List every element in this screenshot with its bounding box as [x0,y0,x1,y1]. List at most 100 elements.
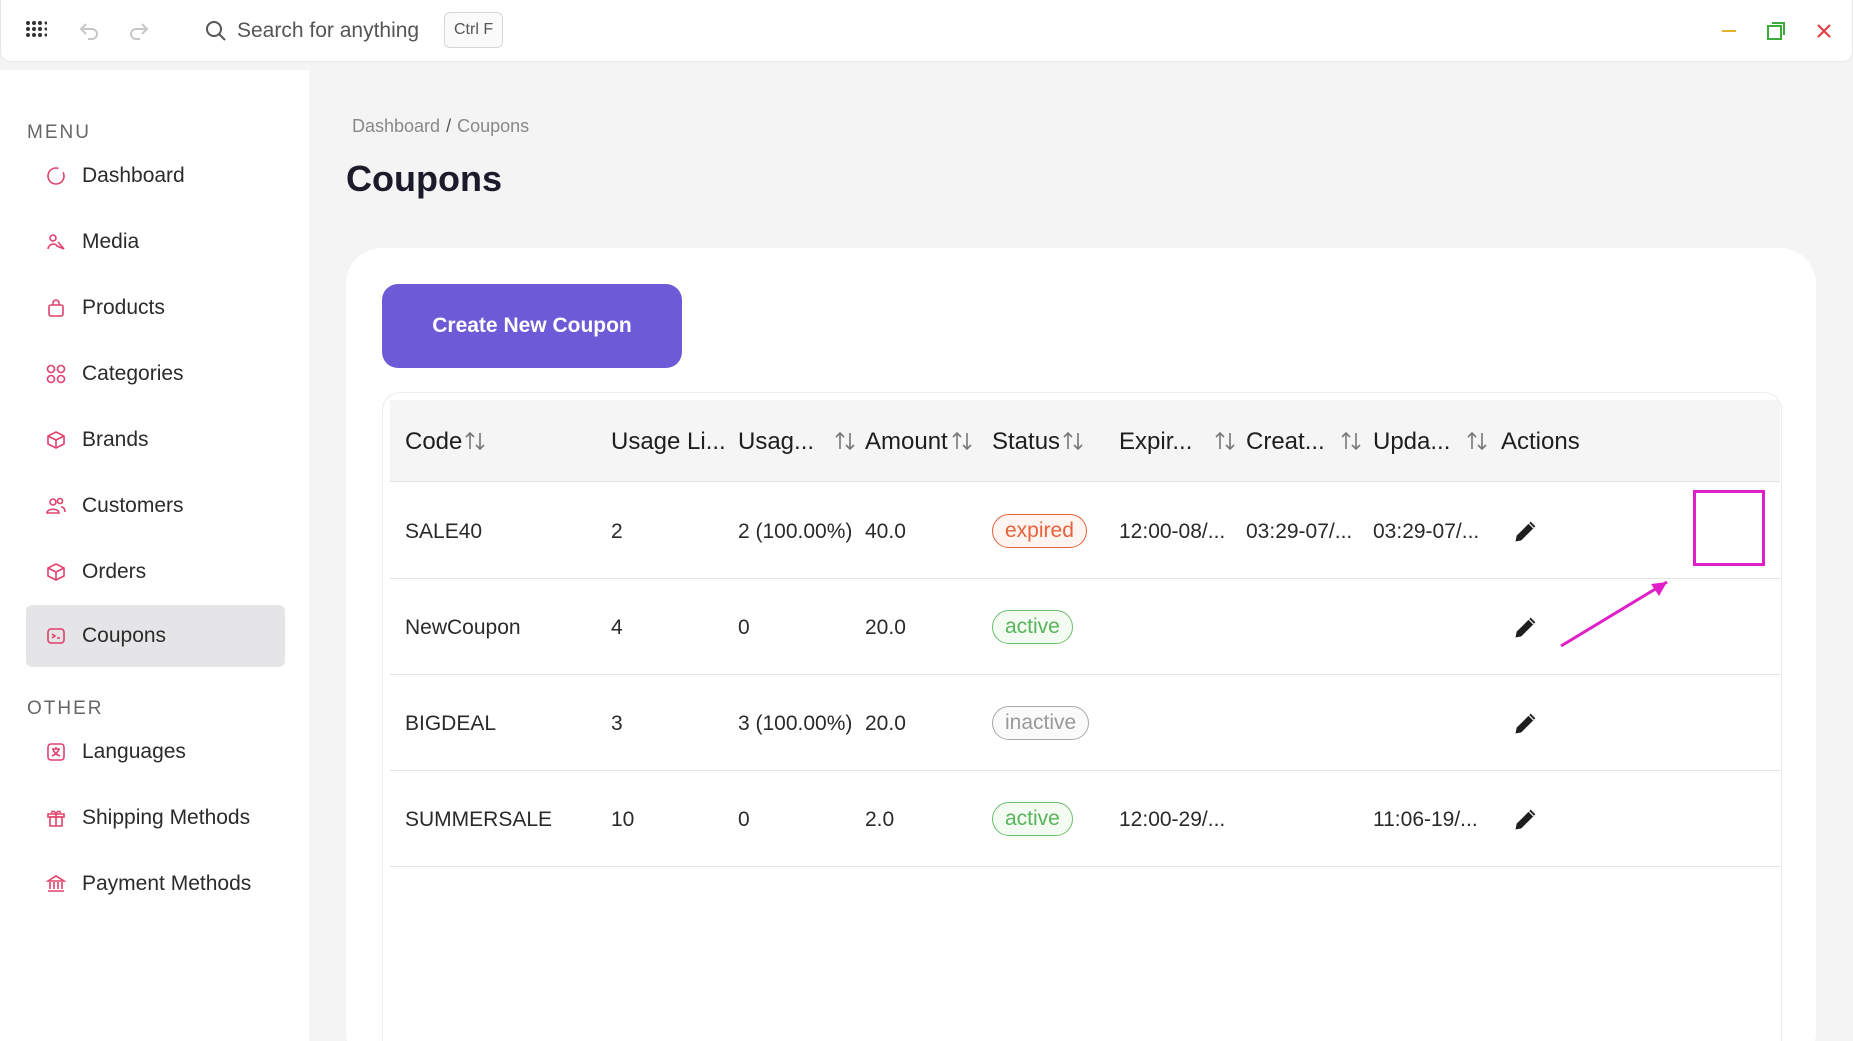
cell-usage-limit: 2 [611,520,623,543]
table-header: Code Usage Li... Usag... Amount Status E… [390,400,1780,482]
cell-amount: 2.0 [865,808,895,831]
column-header-code[interactable]: Code [405,428,463,455]
cell-updated: 03:29-07/... [1373,520,1480,543]
customers-icon [46,497,66,514]
column-header-usage[interactable]: Usag... [738,428,815,455]
sidebar-item-label: Products [82,296,165,319]
edit-button[interactable] [1508,801,1544,837]
sidebar-item-label: Payment Methods [82,872,252,895]
sidebar-item-media[interactable]: Media [26,211,285,273]
sidebar-item-categories[interactable]: Categories [26,343,285,405]
coupons-icon [47,628,65,644]
minimize-icon[interactable] [1714,16,1744,46]
breadcrumb-root[interactable]: Dashboard [352,116,441,136]
status-badge: active [992,610,1073,644]
sort-icon[interactable] [464,429,486,453]
cell-usage-limit: 3 [611,712,623,735]
annotation-highlight-box [1693,490,1765,566]
column-header-updated[interactable]: Upda... [1373,428,1451,455]
sidebar-item-orders[interactable]: Orders [26,541,285,603]
cell-code: BIGDEAL [405,712,497,735]
column-header-created[interactable]: Creat... [1246,428,1325,455]
sidebar-item-shipping-methods[interactable]: Shipping Methods [26,787,285,849]
sidebar-item-label: Languages [82,740,186,763]
table-row: SUMMERSALE 10 0 2.0 active 12:00-29/... … [390,771,1780,867]
sidebar-item-label: Coupons [82,624,167,647]
sidebar-item-dashboard[interactable]: Dashboard [26,145,285,207]
status-badge: active [992,802,1073,836]
column-header-status[interactable]: Status [992,428,1061,455]
undo-icon[interactable] [74,16,104,46]
categories-icon [46,364,66,384]
sort-icon[interactable] [1466,429,1488,453]
products-icon [48,299,64,317]
sort-icon[interactable] [1062,429,1084,453]
cell-usage: 0 [738,808,750,831]
cell-usage: 2 (100.00%) [738,520,853,543]
close-icon[interactable] [1809,16,1839,46]
sidebar-item-label: Shipping Methods [82,806,251,829]
sidebar-item-payment-methods[interactable]: Payment Methods [26,853,285,915]
pencil-icon [1515,713,1536,734]
table-row: BIGDEAL 3 3 (100.00%) 20.0 inactive [390,675,1780,771]
sidebar-item-coupons[interactable]: Coupons [26,605,285,667]
sort-icon[interactable] [1340,429,1362,453]
search-shortcut-badge: Ctrl F [444,12,504,48]
sidebar-item-products[interactable]: Products [26,277,285,339]
orders-icon [47,563,65,581]
pencil-icon [1515,809,1536,830]
breadcrumb-current: Coupons [457,116,530,136]
status-badge: expired [992,514,1087,548]
sort-icon[interactable] [834,429,856,453]
other-section-label: OTHER [27,698,104,719]
cell-code: NewCoupon [405,616,521,639]
edit-button[interactable] [1508,705,1544,741]
brands-icon [47,431,65,449]
edit-button[interactable] [1508,513,1544,549]
pencil-icon [1515,617,1536,638]
cell-amount: 40.0 [865,520,906,543]
sidebar-item-label: Categories [82,362,184,385]
cell-usage: 0 [738,616,750,639]
pencil-icon [1515,521,1536,542]
cell-expires: 12:00-29/... [1119,808,1226,831]
cell-expires: 12:00-08/... [1119,520,1226,543]
edit-button[interactable] [1508,609,1544,645]
column-header-actions: Actions [1501,428,1580,455]
sidebar-item-label: Media [82,230,140,253]
status-badge: inactive [992,706,1090,740]
column-header-expires[interactable]: Expir... [1119,428,1193,455]
sidebar-item-customers[interactable]: Customers [26,475,285,537]
sidebar-item-languages[interactable]: Languages [26,721,285,783]
breadcrumb-separator: / [446,116,452,136]
maximize-icon[interactable] [1761,16,1791,46]
redo-icon[interactable] [124,16,154,46]
top-bar: Search for anything Ctrl F [0,0,1853,62]
cell-code: SUMMERSALE [405,808,553,831]
page-title: Coupons [346,158,502,199]
apps-grid-icon[interactable] [21,16,51,46]
search-input[interactable]: Search for anything [237,19,420,42]
annotation-arrow [1560,580,1668,648]
sidebar-item-label: Customers [82,494,184,517]
payment-icon [46,875,66,892]
cell-usage-limit: 10 [611,808,635,831]
sidebar-item-label: Brands [82,428,149,451]
sidebar-item-label: Dashboard [82,164,185,187]
coupons-table: Code Usage Li... Usag... Amount Status E… [382,392,1782,1041]
sort-icon[interactable] [951,429,973,453]
sort-icon[interactable] [1214,429,1236,453]
cell-usage-limit: 4 [611,616,623,639]
cell-created: 03:29-07/... [1246,520,1353,543]
column-header-amount[interactable]: Amount [865,428,948,455]
breadcrumb: Dashboard / Coupons [352,116,529,137]
table-row: SALE40 2 2 (100.00%) 40.0 expired 12:00-… [390,483,1780,579]
cell-amount: 20.0 [865,616,906,639]
create-coupon-button[interactable]: Create New Coupon [382,284,682,368]
sidebar-item-brands[interactable]: Brands [26,409,285,471]
dashboard-icon [47,167,65,185]
search-icon[interactable] [201,16,231,46]
column-header-usage-limit[interactable]: Usage Li... [611,428,726,455]
media-icon [47,234,65,250]
shipping-icon [47,810,65,827]
